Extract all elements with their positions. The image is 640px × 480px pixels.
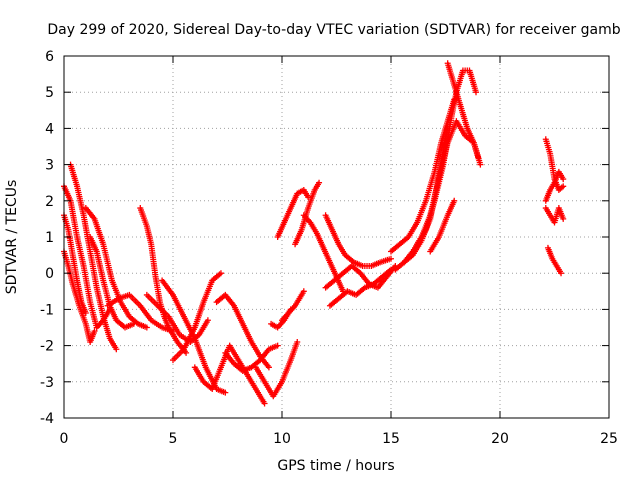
y-tick-label: 4	[45, 121, 54, 137]
data-point	[265, 364, 272, 371]
series-arc24	[388, 96, 458, 255]
data-point	[316, 179, 323, 186]
data-point	[204, 317, 211, 324]
data-point	[113, 346, 120, 353]
series-arc11	[170, 270, 224, 364]
series-arc18	[274, 186, 312, 240]
series-arc5	[82, 205, 150, 331]
series-arc6	[87, 234, 137, 331]
data-point	[451, 197, 458, 204]
series-arc20	[300, 212, 347, 295]
series-arc32	[542, 205, 567, 226]
data-point	[82, 310, 89, 317]
x-tick-label: 10	[273, 431, 291, 447]
y-tick-label: 3	[45, 158, 54, 174]
series-arc29	[427, 197, 458, 255]
series-arc15	[252, 338, 301, 400]
series-arc27	[414, 67, 480, 248]
x-tick-label: 20	[491, 431, 509, 447]
series-arc28	[444, 60, 482, 161]
data-point	[300, 288, 307, 295]
series-arc23	[326, 266, 394, 309]
axis-ticks: 0 5 10 15 20 25 -4 -3 -2 -1 0 1 2 3 4 5 6	[40, 49, 618, 447]
data-point	[130, 320, 137, 327]
y-tick-label: 5	[45, 85, 54, 101]
series-arc1	[61, 212, 89, 317]
data-point	[261, 400, 268, 407]
data-point	[143, 324, 150, 331]
y-axis-label: SDTVAR / TECUs	[4, 180, 20, 295]
x-axis-label: GPS time / hours	[277, 458, 394, 474]
series-arc3	[67, 161, 120, 353]
series-arc33	[544, 244, 565, 277]
y-tick-label: -3	[40, 375, 54, 391]
data-point	[475, 154, 482, 161]
data-point	[217, 270, 224, 277]
series-arc31	[542, 168, 567, 204]
x-tick-label: 15	[382, 431, 400, 447]
data-point	[274, 342, 281, 349]
data-point	[222, 389, 229, 396]
data-point	[560, 183, 567, 190]
series-arc4	[61, 248, 98, 345]
data-point	[477, 161, 484, 168]
series-arc14	[222, 342, 281, 374]
series-arc21	[322, 212, 394, 269]
y-tick-label: 2	[45, 194, 54, 210]
x-tick-label: 0	[60, 431, 69, 447]
data-points	[61, 60, 567, 407]
y-tick-label: 6	[45, 49, 54, 65]
data-point	[91, 328, 98, 335]
data-point	[560, 215, 567, 222]
y-tick-label: 1	[45, 230, 54, 246]
series-arc12	[191, 342, 268, 407]
y-tick-label: -4	[40, 411, 54, 427]
y-tick-label: -2	[40, 339, 54, 355]
data-point	[287, 306, 294, 313]
series-arc17	[268, 306, 294, 331]
chart-title: Day 299 of 2020, Sidereal Day-to-day VTE…	[47, 22, 620, 38]
data-point	[294, 338, 301, 345]
data-point	[560, 176, 567, 183]
x-tick-label: 5	[169, 431, 178, 447]
data-point	[305, 194, 312, 201]
data-point	[558, 270, 565, 277]
y-tick-label: -1	[40, 302, 54, 318]
data-point	[473, 89, 480, 96]
data-point	[388, 255, 394, 262]
data-point	[183, 349, 190, 356]
y-tick-label: 0	[45, 266, 54, 282]
x-tick-label: 25	[600, 431, 618, 447]
